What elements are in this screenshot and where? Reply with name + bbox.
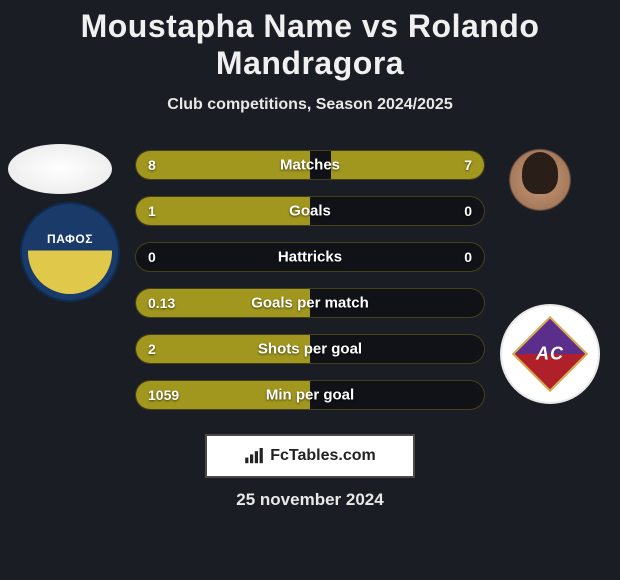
stat-value-left: 2 (148, 341, 156, 357)
player2-club-text: AC (514, 344, 586, 365)
stat-row: Shots per goal2 (135, 334, 485, 364)
player1-club-badge: ΠΑΦΟΣ (20, 202, 120, 302)
stat-label: Goals per match (136, 295, 484, 312)
brand-text: FcTables.com (270, 447, 376, 465)
stat-label: Goals (136, 203, 484, 220)
title-vs: vs (362, 8, 399, 44)
stat-value-right: 7 (464, 157, 472, 173)
page-title: Moustapha Name vs Rolando Mandragora (0, 8, 620, 82)
player2-club-badge: AC (500, 304, 600, 404)
subtitle: Club competitions, Season 2024/2025 (0, 96, 620, 114)
stat-row: Hattricks0 0 (135, 242, 485, 272)
stat-value-right: 0 (464, 203, 472, 219)
stat-row: Min per goal1059 (135, 380, 485, 410)
stat-value-right: 0 (464, 249, 472, 265)
chart-icon (244, 448, 264, 464)
stat-row: Goals1 0 (135, 196, 485, 226)
stat-row: Matches8 7 (135, 150, 485, 180)
player2-photo (490, 144, 590, 272)
stat-label: Matches (136, 157, 484, 174)
stats-bars: Matches87Goals10Hattricks00Goals per mat… (135, 150, 485, 426)
fiorentina-emblem: AC (514, 318, 586, 390)
stat-value-left: 8 (148, 157, 156, 173)
player1-photo (8, 144, 112, 194)
title-player1: Moustapha Name (81, 8, 353, 44)
stat-value-left: 0 (148, 249, 156, 265)
stat-row: Goals per match0.13 (135, 288, 485, 318)
date-text: 25 november 2024 (0, 490, 620, 510)
brand-box: FcTables.com (205, 434, 415, 478)
stat-label: Min per goal (136, 387, 484, 404)
player1-club-text: ΠΑΦΟΣ (22, 232, 118, 246)
stat-label: Shots per goal (136, 341, 484, 358)
stat-label: Hattricks (136, 249, 484, 266)
stat-value-left: 1059 (148, 387, 179, 403)
stat-value-left: 0.13 (148, 295, 175, 311)
stat-value-left: 1 (148, 203, 156, 219)
